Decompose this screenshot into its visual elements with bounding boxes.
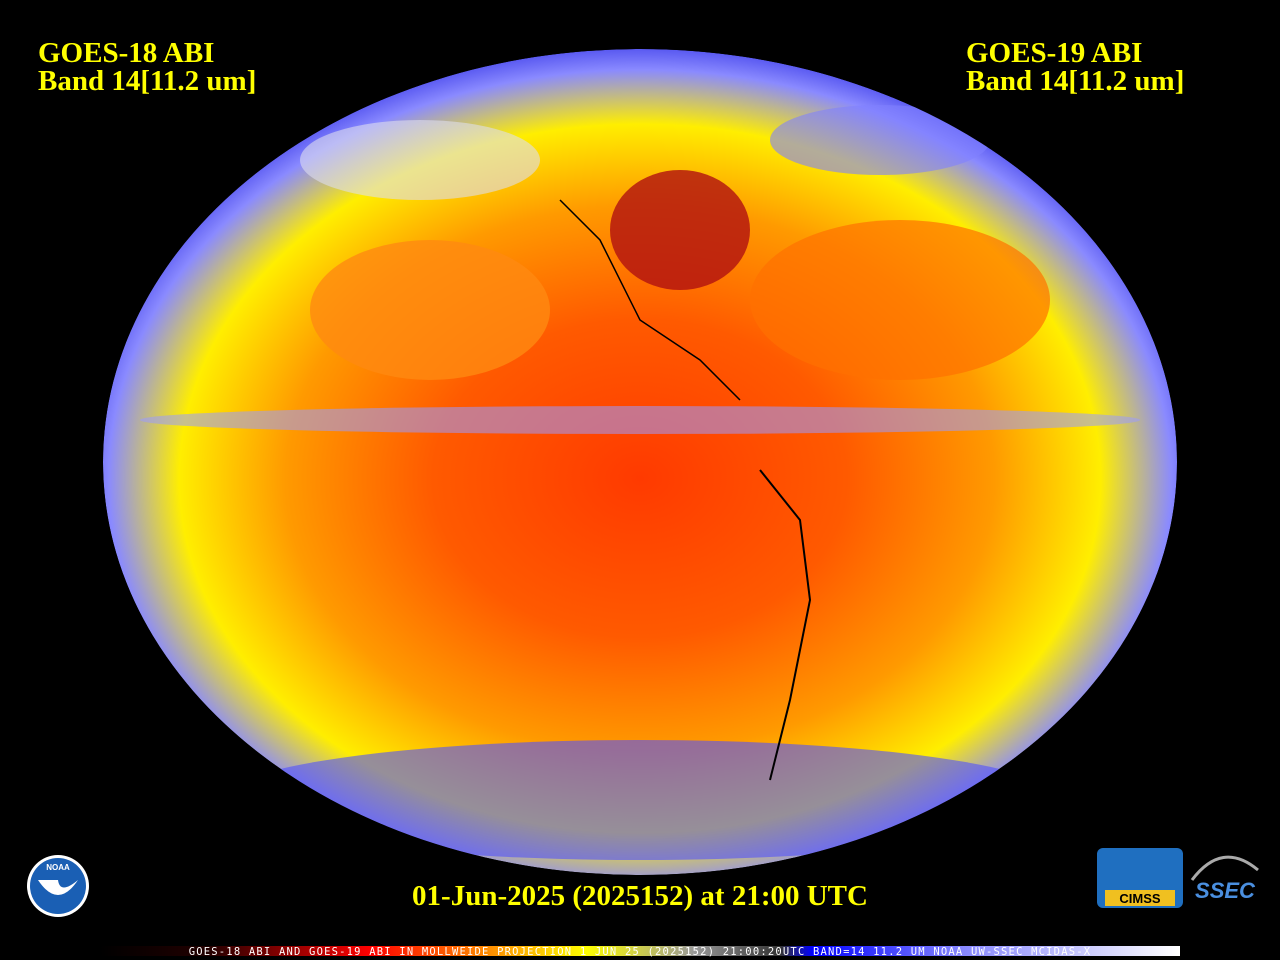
cimss-logo: CIMSS [1097,848,1183,908]
footer: GOES-18 ABI AND GOES-19 ABI IN MOLLWEIDE… [189,946,1092,958]
ssec-text: SSEC [1195,878,1256,903]
cloud-region [220,740,1060,860]
cloud-region [310,240,550,380]
noaa-logo: NOAA [27,855,89,917]
cloud-region [770,105,990,175]
noaa-bird [38,880,78,895]
cloud-region [610,170,750,290]
left-title: GOES-18 ABI [38,37,214,69]
coastline [759,469,812,781]
cimss-text: CIMSS [1119,891,1161,906]
cloud-region [300,120,540,200]
right-subtitle: Band 14[11.2 um] [966,65,1184,97]
coastline [559,199,741,401]
noaa-text: NOAA [46,863,70,872]
globe [103,49,1177,875]
color-bar [100,946,1180,956]
right-title: GOES-19 ABI [966,37,1142,69]
cloud-region [750,220,1050,380]
left-subtitle: Band 14[11.2 um] [38,65,256,97]
ssec-logo: SSEC [1190,855,1259,903]
timestamp: 01-Jun-2025 (2025152) at 21:00 UTC [412,880,868,912]
cimss-band [1105,890,1175,906]
cloud-band [140,406,1140,434]
ssec-arc [1190,855,1259,881]
